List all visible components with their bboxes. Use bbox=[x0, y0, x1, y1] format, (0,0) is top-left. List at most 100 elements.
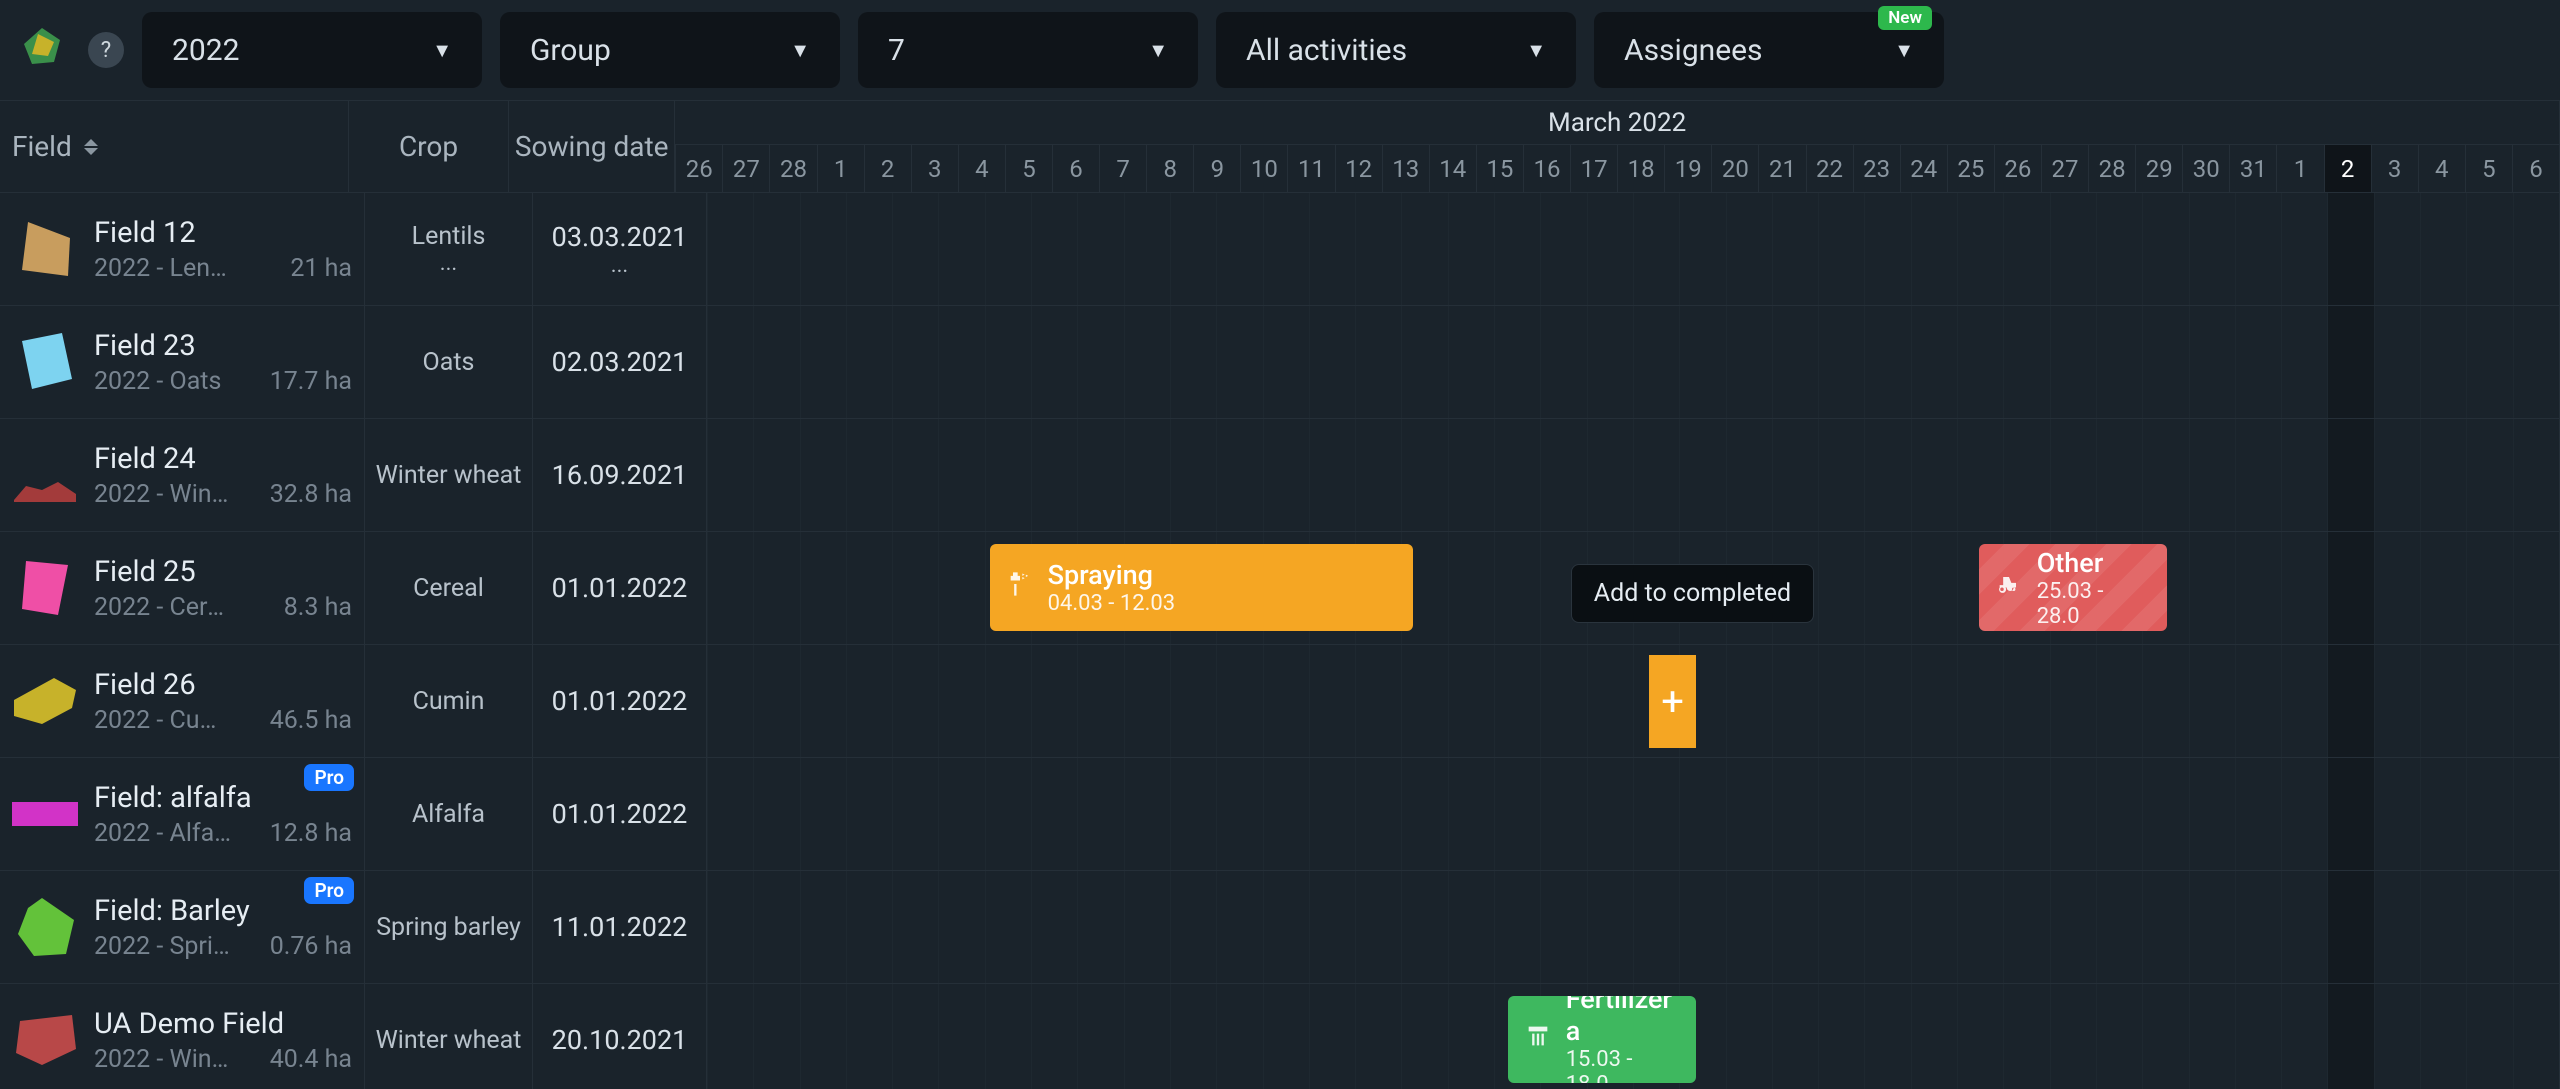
field-cell[interactable]: Field 12 2022 - Lentils 21 ha bbox=[0, 193, 365, 305]
calendar-day[interactable]: 30 bbox=[2182, 145, 2229, 192]
calendar-day[interactable]: 16 bbox=[1523, 145, 1570, 192]
calendar-month-label: March 2022 bbox=[675, 101, 2559, 145]
sort-icon[interactable] bbox=[84, 135, 108, 159]
activities-dropdown[interactable]: All activities ▼ bbox=[1216, 12, 1576, 88]
crop-value: Cumin bbox=[413, 687, 485, 716]
calendar-day[interactable]: 6 bbox=[1052, 145, 1099, 192]
calendar-day[interactable]: 17 bbox=[1570, 145, 1617, 192]
number-dropdown[interactable]: 7 ▼ bbox=[858, 12, 1198, 88]
field-subtitle: 2022 - Alfalfa bbox=[94, 819, 234, 848]
calendar-day[interactable]: 10 bbox=[1240, 145, 1287, 192]
column-header-field-label: Field bbox=[12, 130, 72, 163]
calendar-day[interactable]: 21 bbox=[1758, 145, 1805, 192]
fertilizer-task-bar[interactable]: Fertilizer a 15.03 - 18.0 bbox=[1508, 996, 1696, 1083]
chevron-down-icon: ▼ bbox=[1148, 38, 1168, 63]
field-name: Field 12 bbox=[94, 216, 352, 250]
calendar-day[interactable]: 7 bbox=[1099, 145, 1146, 192]
task-dates: 04.03 - 12.03 bbox=[1048, 591, 1176, 616]
calendar-cell[interactable] bbox=[707, 306, 2560, 418]
calendar-day[interactable]: 14 bbox=[1429, 145, 1476, 192]
other-task-bar[interactable]: Other 25.03 - 28.0 bbox=[1979, 544, 2167, 631]
calendar-day[interactable]: 1 bbox=[2276, 145, 2323, 192]
field-cell[interactable]: Pro Field: Barley 2022 - Spring… 0.76 ha bbox=[0, 871, 365, 983]
field-shape-icon bbox=[12, 216, 78, 282]
field-cell[interactable]: Pro Field: alfalfa 2022 - Alfalfa 12.8 h… bbox=[0, 758, 365, 870]
calendar-day[interactable]: 11 bbox=[1287, 145, 1334, 192]
calendar-day[interactable]: 28 bbox=[2088, 145, 2135, 192]
calendar-cell[interactable] bbox=[707, 193, 2560, 305]
calendar-day[interactable]: 20 bbox=[1711, 145, 1758, 192]
crop-value: Lentils bbox=[412, 222, 486, 251]
column-header-field[interactable]: Field bbox=[0, 101, 349, 192]
calendar-cell[interactable] bbox=[707, 419, 2560, 531]
sowing-date-value: 01.01.2022 bbox=[552, 685, 688, 717]
calendar-cell[interactable]: Spraying 04.03 - 12.03 Other 25.03 - 28.… bbox=[707, 532, 2560, 644]
calendar-day[interactable]: 15 bbox=[1476, 145, 1523, 192]
column-header-sowing[interactable]: Sowing date bbox=[509, 101, 675, 192]
calendar-day[interactable]: 19 bbox=[1664, 145, 1711, 192]
calendar-day[interactable]: 27 bbox=[722, 145, 769, 192]
field-cell[interactable]: Field 23 2022 - Oats 17.7 ha bbox=[0, 306, 365, 418]
calendar-cell[interactable] bbox=[707, 758, 2560, 870]
calendar-cell[interactable]: Fertilizer a 15.03 - 18.0 bbox=[707, 984, 2560, 1089]
year-dropdown[interactable]: 2022 ▼ bbox=[142, 12, 482, 88]
field-cell[interactable]: Field 25 2022 - Cereal 8.3 ha bbox=[0, 532, 365, 644]
sowing-date-value: 11.01.2022 bbox=[552, 911, 688, 943]
calendar-day[interactable]: 26 bbox=[675, 145, 722, 192]
calendar-day[interactable]: 3 bbox=[911, 145, 958, 192]
table-row: Field 12 2022 - Lentils 21 ha Lentils...… bbox=[0, 193, 2560, 306]
calendar-day[interactable]: 25 bbox=[1947, 145, 1994, 192]
calendar-day[interactable]: 28 bbox=[769, 145, 816, 192]
calendar-cell[interactable] bbox=[707, 871, 2560, 983]
calendar-day[interactable]: 5 bbox=[2465, 145, 2512, 192]
chevron-down-icon: ▼ bbox=[1526, 38, 1546, 63]
column-header-crop[interactable]: Crop bbox=[349, 101, 509, 192]
calendar-day[interactable]: 18 bbox=[1617, 145, 1664, 192]
calendar-day[interactable]: 27 bbox=[2041, 145, 2088, 192]
table-row: Pro Field: alfalfa 2022 - Alfalfa 12.8 h… bbox=[0, 758, 2560, 871]
calendar-day[interactable]: 2 bbox=[864, 145, 911, 192]
grid-body: Field 12 2022 - Lentils 21 ha Lentils...… bbox=[0, 193, 2560, 1089]
field-cell[interactable]: Field 24 2022 - Winter… 32.8 ha bbox=[0, 419, 365, 531]
calendar-day[interactable]: 22 bbox=[1806, 145, 1853, 192]
sowing-date-cell: 01.01.2022 bbox=[533, 758, 707, 870]
spraying-task-bar[interactable]: Spraying 04.03 - 12.03 bbox=[990, 544, 1414, 631]
calendar-day[interactable]: 1 bbox=[817, 145, 864, 192]
field-subtitle: 2022 - Winter… bbox=[94, 1045, 234, 1074]
add-task-button[interactable]: + bbox=[1649, 655, 1696, 748]
calendar-day[interactable]: 26 bbox=[1994, 145, 2041, 192]
calendar-day[interactable]: 5 bbox=[1005, 145, 1052, 192]
field-shape-icon bbox=[12, 894, 78, 960]
crop-cell: Lentils... bbox=[365, 193, 533, 305]
calendar-day[interactable]: 9 bbox=[1193, 145, 1240, 192]
calendar-day[interactable]: 23 bbox=[1853, 145, 1900, 192]
sowing-date-value: 01.01.2022 bbox=[552, 572, 688, 604]
calendar-day[interactable]: 8 bbox=[1146, 145, 1193, 192]
table-row: Field 24 2022 - Winter… 32.8 ha Winter w… bbox=[0, 419, 2560, 532]
more-indicator: ... bbox=[611, 253, 628, 278]
calendar-day[interactable]: 13 bbox=[1382, 145, 1429, 192]
assignees-dropdown[interactable]: New Assignees ▼ bbox=[1594, 12, 1944, 88]
calendar-day[interactable]: 6 bbox=[2512, 145, 2559, 192]
field-cell[interactable]: Field 26 2022 - Cumin 46.5 ha bbox=[0, 645, 365, 757]
calendar-day[interactable]: 24 bbox=[1900, 145, 1947, 192]
crop-cell: Alfalfa bbox=[365, 758, 533, 870]
calendar-day[interactable]: 4 bbox=[958, 145, 1005, 192]
group-dropdown[interactable]: Group ▼ bbox=[500, 12, 840, 88]
field-shape-icon bbox=[12, 555, 78, 621]
fertilizer-icon bbox=[1524, 1022, 1552, 1057]
field-area: 12.8 ha bbox=[270, 819, 352, 848]
field-shape-icon bbox=[12, 329, 78, 395]
help-button[interactable]: ? bbox=[88, 32, 124, 68]
calendar-day[interactable]: 12 bbox=[1335, 145, 1382, 192]
calendar-cell[interactable]: + bbox=[707, 645, 2560, 757]
calendar-day[interactable]: 2 bbox=[2324, 145, 2371, 192]
app-logo[interactable] bbox=[14, 22, 70, 78]
sowing-date-value: 20.10.2021 bbox=[552, 1024, 688, 1056]
calendar-day[interactable]: 3 bbox=[2371, 145, 2418, 192]
sowing-date-cell: 11.01.2022 bbox=[533, 871, 707, 983]
calendar-day[interactable]: 4 bbox=[2418, 145, 2465, 192]
calendar-day[interactable]: 31 bbox=[2229, 145, 2276, 192]
field-cell[interactable]: UA Demo Field 2022 - Winter… 40.4 ha bbox=[0, 984, 365, 1089]
calendar-day[interactable]: 29 bbox=[2135, 145, 2182, 192]
